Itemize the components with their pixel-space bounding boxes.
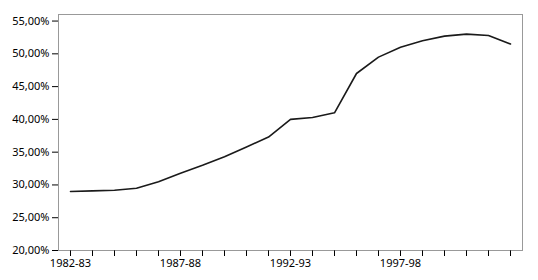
svg-text:1997-98: 1997-98 — [380, 255, 421, 270]
svg-text:50,00%: 50,00% — [12, 45, 49, 60]
svg-text:55,00%: 55,00% — [12, 13, 49, 28]
svg-text:1992-93: 1992-93 — [270, 255, 311, 270]
svg-text:45,00%: 45,00% — [12, 78, 49, 93]
svg-text:30,00%: 30,00% — [12, 176, 49, 191]
svg-text:1987-88: 1987-88 — [160, 255, 201, 270]
svg-text:40,00%: 40,00% — [12, 111, 49, 126]
svg-text:20,00%: 20,00% — [12, 242, 49, 257]
svg-text:35,00%: 35,00% — [12, 144, 49, 159]
svg-text:1982-83: 1982-83 — [50, 255, 91, 270]
svg-text:25,00%: 25,00% — [12, 209, 49, 224]
